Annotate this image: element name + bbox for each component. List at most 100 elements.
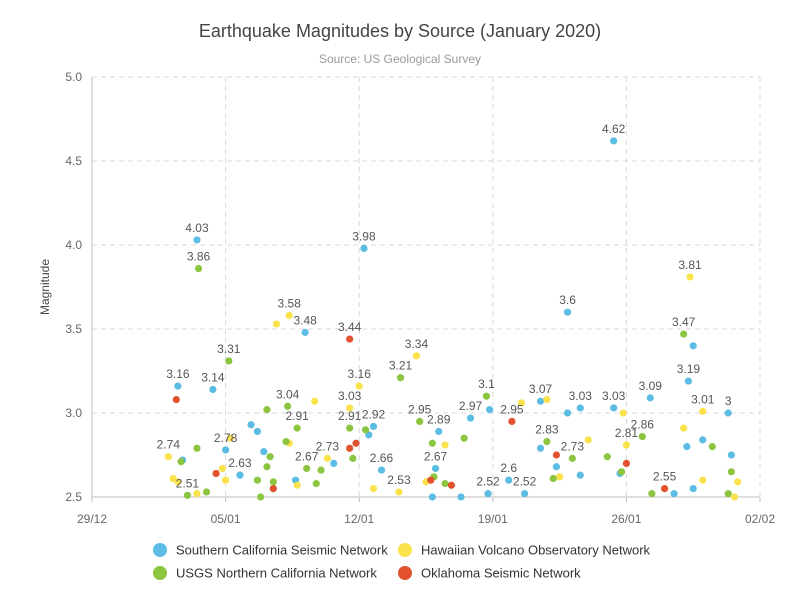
legend-item[interactable]: USGS Northern California Network — [153, 566, 377, 581]
data-point — [272, 320, 281, 328]
data-point — [441, 441, 449, 449]
data-point — [369, 422, 378, 431]
data-point — [183, 491, 192, 499]
data-label: 3.81 — [678, 258, 702, 272]
data-label: 3.98 — [352, 229, 376, 243]
data-label: 2.53 — [387, 473, 411, 487]
legend-marker — [153, 543, 167, 557]
data-point — [610, 137, 618, 145]
data-label: 2.81 — [615, 426, 639, 440]
data-point — [563, 409, 572, 417]
data-point — [466, 414, 475, 422]
data-point — [689, 342, 697, 350]
data-label: 3.07 — [529, 382, 553, 396]
data-point — [648, 490, 656, 498]
y-tick-label: 3.5 — [65, 322, 82, 336]
data-point — [247, 421, 255, 429]
data-label: 3.58 — [278, 297, 302, 311]
data-point — [457, 493, 465, 501]
data-label: 2.95 — [408, 402, 432, 416]
data-point — [396, 374, 405, 382]
data-point — [431, 464, 440, 473]
data-point — [618, 468, 626, 476]
data-point — [441, 479, 449, 488]
legend-item[interactable]: Southern California Seismic Network — [153, 543, 388, 558]
data-label: 3.48 — [293, 313, 317, 327]
data-label: 2.52 — [513, 475, 537, 489]
data-point — [638, 432, 646, 441]
data-label: 3.47 — [672, 315, 696, 329]
data-point — [543, 437, 551, 446]
data-label: 3.19 — [677, 362, 701, 376]
data-point — [285, 311, 293, 320]
x-tick-label: 02/02 — [745, 512, 775, 526]
data-point — [416, 417, 424, 425]
data-point — [218, 464, 227, 473]
data-point — [269, 485, 277, 493]
y-tick-label: 3.0 — [65, 406, 82, 420]
data-label: 2.73 — [316, 439, 340, 453]
data-point — [660, 485, 669, 493]
x-tick-label: 12/01 — [344, 512, 374, 526]
data-point — [256, 493, 265, 501]
data-point — [536, 444, 545, 452]
data-label: 3.34 — [405, 337, 429, 351]
data-point — [317, 466, 325, 474]
data-point — [311, 397, 319, 405]
data-point — [428, 439, 436, 447]
grid-lines — [91, 76, 761, 502]
data-point — [727, 451, 735, 459]
data-point — [576, 471, 584, 479]
data-point — [517, 399, 526, 407]
data-point — [584, 436, 592, 444]
data-point — [730, 493, 739, 501]
x-tick-label: 26/01 — [611, 512, 641, 526]
data-point — [263, 406, 271, 414]
data-point — [549, 474, 557, 483]
data-point — [556, 473, 564, 481]
data-label: 2.52 — [476, 475, 500, 489]
data-point — [680, 424, 688, 432]
legend-label: Oklahoma Seismic Network — [421, 566, 581, 581]
legend-label: Hawaiian Volcano Observatory Network — [421, 543, 651, 558]
data-point — [699, 476, 707, 484]
data-label: 2.83 — [535, 423, 559, 437]
data-label: 2.91 — [338, 409, 362, 423]
data-point — [412, 352, 421, 360]
data-point — [724, 409, 732, 417]
data-point — [484, 490, 492, 498]
data-point — [346, 444, 354, 452]
data-point — [349, 454, 357, 462]
data-label: 2.6 — [500, 461, 517, 475]
data-point — [552, 463, 561, 471]
data-point — [563, 308, 572, 316]
x-axis-ticks: 29/12 05/01 12/01 19/01 26/01 02/02 — [77, 512, 775, 526]
data-point — [284, 402, 292, 410]
y-axis-label: Magnitude — [38, 259, 52, 315]
legend-item[interactable]: Hawaiian Volcano Observatory Network — [398, 543, 651, 558]
data-point — [536, 397, 545, 405]
data-label: 3.44 — [338, 320, 362, 334]
data-point — [508, 417, 516, 425]
data-label: 3.14 — [201, 370, 225, 384]
data-point — [212, 469, 220, 478]
data-point — [253, 476, 262, 484]
data-label: 3.1 — [478, 377, 495, 391]
data-label: 3.01 — [691, 392, 715, 406]
data-point — [689, 485, 697, 493]
legend-item[interactable]: Oklahoma Seismic Network — [398, 566, 581, 581]
data-point — [293, 481, 301, 489]
data-label: 3.16 — [166, 367, 190, 381]
legend-marker — [398, 543, 412, 557]
x-tick-label: 19/01 — [478, 512, 508, 526]
data-point — [699, 407, 707, 415]
data-point — [686, 273, 694, 281]
data-label: 3.09 — [639, 379, 663, 393]
data-label: 3.03 — [602, 389, 626, 403]
data-label: 3.21 — [389, 359, 413, 373]
data-point — [521, 490, 529, 498]
data-label: 2.63 — [228, 456, 252, 470]
data-label: 3.31 — [217, 342, 241, 356]
legend-marker — [398, 566, 412, 580]
